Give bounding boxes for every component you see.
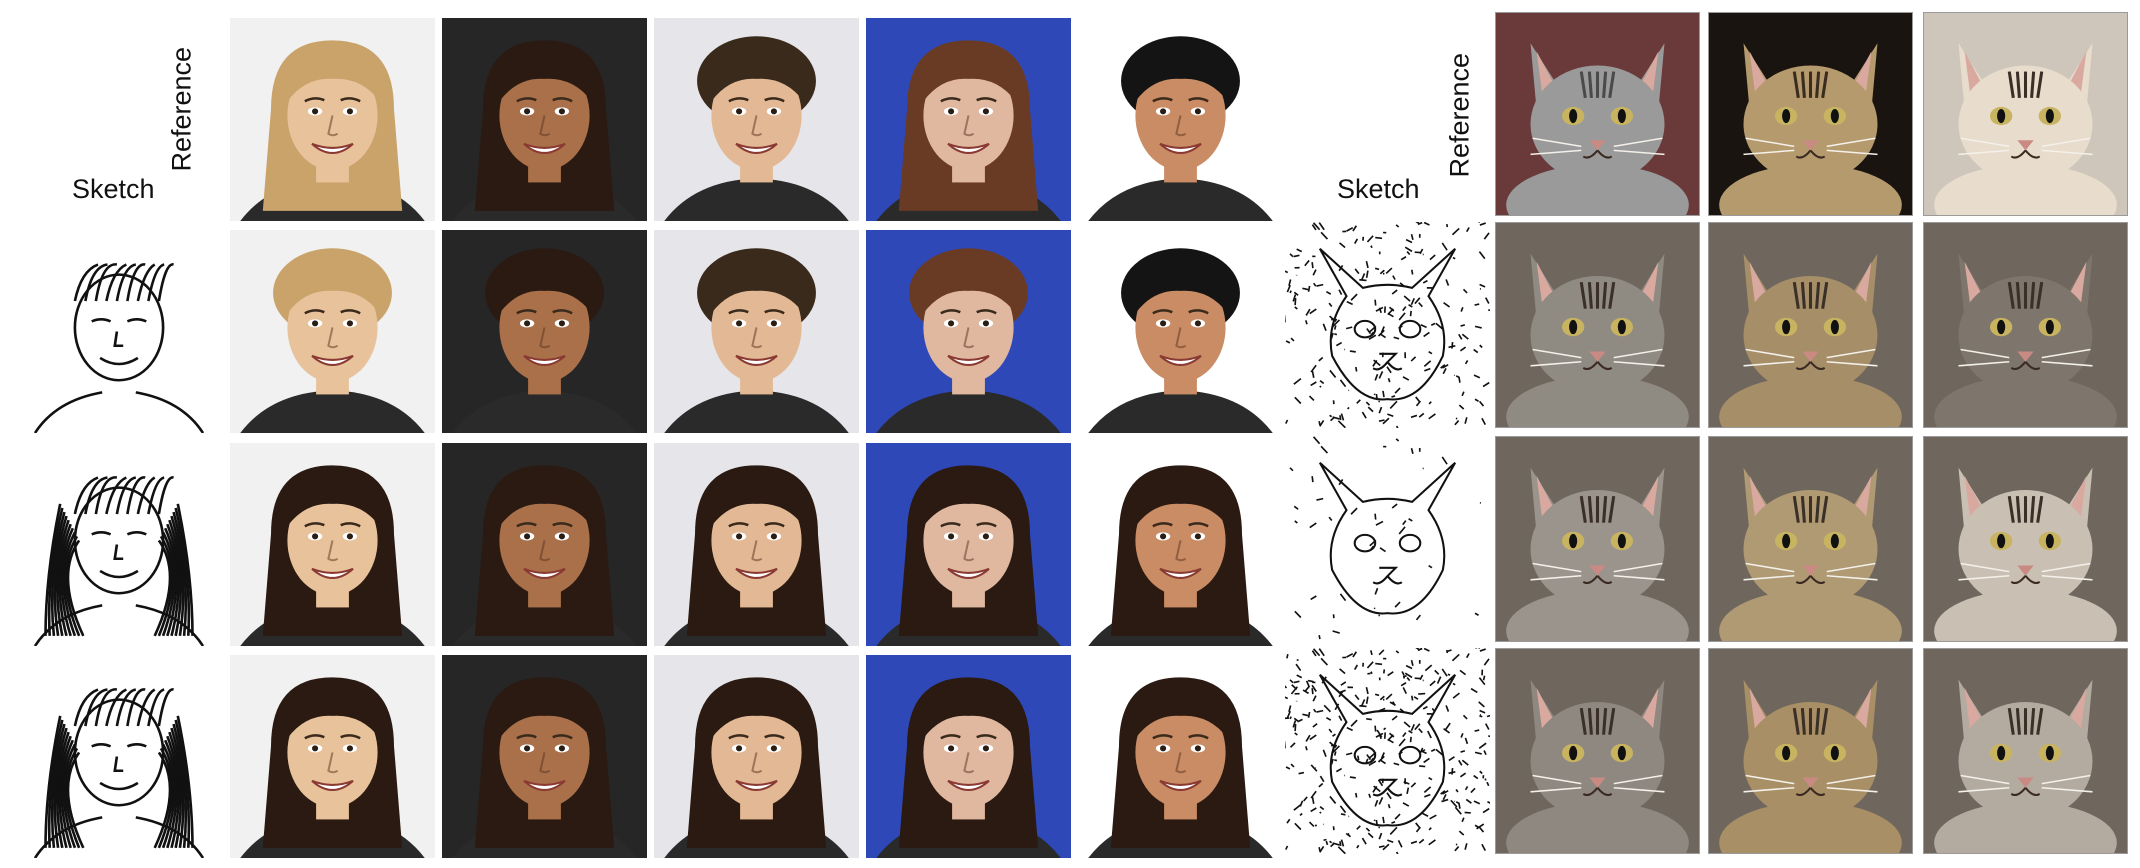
generated-face bbox=[442, 655, 647, 858]
generated-cat bbox=[1495, 436, 1700, 642]
generated-cat bbox=[1923, 436, 2128, 642]
generated-face bbox=[1078, 443, 1283, 646]
generated-cat bbox=[1923, 648, 2128, 854]
sketch-cat-dense-lines bbox=[1285, 222, 1490, 428]
reference-face-blonde-woman-headband bbox=[230, 18, 435, 221]
generated-cat bbox=[1708, 648, 1913, 854]
sketch-girl-long-hair bbox=[14, 443, 224, 646]
reference-face-dark-haired-woman bbox=[442, 18, 647, 221]
generated-cat bbox=[1708, 222, 1913, 428]
sketch-cat-sparse-lines bbox=[1285, 436, 1490, 642]
reference-cat-grey-tabby-kitten bbox=[1495, 12, 1700, 216]
generated-face bbox=[866, 443, 1071, 646]
reference-face-man-white-background bbox=[1078, 18, 1283, 221]
generated-face bbox=[654, 230, 859, 433]
generated-face bbox=[1078, 655, 1283, 858]
generated-face bbox=[866, 230, 1071, 433]
generated-cat bbox=[1495, 648, 1700, 854]
generated-face bbox=[230, 230, 435, 433]
generated-cat bbox=[1708, 436, 1913, 642]
generated-face bbox=[1078, 230, 1283, 433]
reference-cat-tabby-cat-dark bbox=[1708, 12, 1913, 216]
generated-face bbox=[230, 655, 435, 858]
generated-face bbox=[230, 443, 435, 646]
generated-face bbox=[654, 443, 859, 646]
reference-cat-siamese-cat bbox=[1923, 12, 2128, 216]
reference-face-young-man bbox=[654, 18, 859, 221]
reference-face-woman-blue-background bbox=[866, 18, 1071, 221]
sketch-boy-short-hair bbox=[14, 230, 224, 433]
right-reference-label: Reference bbox=[1444, 52, 1475, 178]
sketch-cat-noisy-lines bbox=[1285, 648, 1490, 854]
generated-cat bbox=[1923, 222, 2128, 428]
left-reference-label: Reference bbox=[166, 46, 197, 172]
left-sketch-label: Sketch bbox=[72, 174, 155, 204]
generated-face bbox=[442, 230, 647, 433]
generated-face bbox=[442, 443, 647, 646]
sketch-woman-smiling bbox=[14, 655, 224, 858]
generated-face bbox=[654, 655, 859, 858]
generated-face bbox=[866, 655, 1071, 858]
right-sketch-label: Sketch bbox=[1337, 174, 1420, 204]
generated-cat bbox=[1495, 222, 1700, 428]
